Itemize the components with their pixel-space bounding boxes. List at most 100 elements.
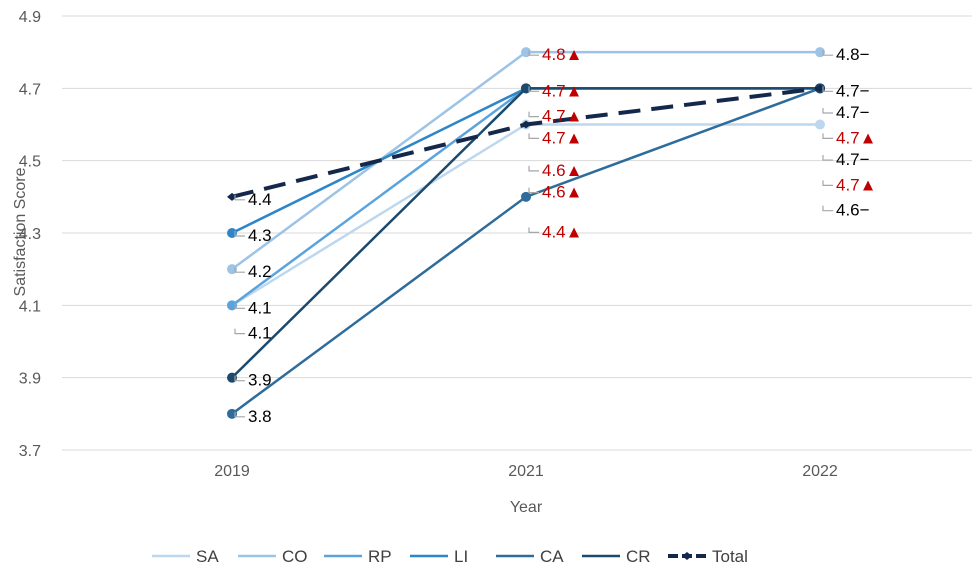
data-label: 4.7▲ bbox=[836, 175, 876, 194]
data-label-value: 4.8 bbox=[542, 45, 566, 64]
data-label: 4.4▲ bbox=[542, 222, 582, 241]
increase-marker: ▲ bbox=[566, 128, 583, 147]
label-leader bbox=[234, 411, 245, 418]
increase-marker: ▲ bbox=[566, 45, 583, 64]
y-tick-label: 4.3 bbox=[19, 226, 41, 243]
label-leader bbox=[234, 328, 245, 335]
y-tick-label: 3.7 bbox=[19, 443, 41, 460]
data-label-value: 4.3 bbox=[248, 226, 272, 245]
label-leader bbox=[234, 194, 245, 201]
x-axis-ticks: 2019 2021 2022 bbox=[214, 463, 838, 480]
data-label: 4.7▲ bbox=[542, 81, 582, 100]
legend-label: Total bbox=[712, 547, 748, 566]
data-label: 4.6− bbox=[836, 201, 870, 220]
label-leader bbox=[822, 50, 833, 56]
series-ca bbox=[227, 83, 825, 419]
data-label-value: 4.7 bbox=[836, 150, 860, 169]
legend-item-rp: RP bbox=[324, 547, 392, 566]
y-axis-title: Satisfaction Score bbox=[12, 167, 29, 296]
label-leader bbox=[528, 165, 539, 172]
series-line bbox=[231, 123, 820, 307]
increase-marker: ▲ bbox=[566, 222, 583, 241]
data-label: 4.7▲ bbox=[836, 128, 876, 147]
increase-marker: ▲ bbox=[566, 81, 583, 100]
y-tick-label: 3.9 bbox=[19, 371, 41, 388]
data-label: 3.8 bbox=[248, 407, 272, 426]
legend-item-total: Total bbox=[668, 547, 748, 566]
data-point bbox=[521, 120, 531, 129]
data-label: 4.8▲ bbox=[542, 45, 582, 64]
label-leader bbox=[234, 375, 245, 382]
label-leader bbox=[528, 187, 539, 194]
data-label: 4.6▲ bbox=[542, 183, 582, 202]
data-label-value: 4.7 bbox=[836, 103, 860, 122]
data-labels: 4.44.34.24.14.13.93.84.8▲4.7▲4.7▲4.7▲4.6… bbox=[234, 45, 876, 426]
no-change-marker: − bbox=[860, 81, 870, 100]
increase-marker: ▲ bbox=[566, 183, 583, 202]
data-label-value: 4.7 bbox=[542, 81, 566, 100]
legend-label: SA bbox=[196, 547, 219, 566]
legend-label: RP bbox=[368, 547, 392, 566]
data-label: 4.6▲ bbox=[542, 161, 582, 180]
data-label-value: 4.7 bbox=[836, 128, 860, 147]
series-line bbox=[231, 86, 821, 199]
data-label: 4.7− bbox=[836, 81, 870, 100]
data-label-value: 4.7 bbox=[542, 128, 566, 147]
legend-item-ca: CA bbox=[496, 547, 564, 566]
data-label: 4.7▲ bbox=[542, 128, 582, 147]
x-tick-label: 2021 bbox=[508, 463, 544, 480]
no-change-marker: − bbox=[860, 103, 870, 122]
series-lines bbox=[227, 47, 825, 419]
y-axis-ticks: 3.7 3.9 4.1 4.3 4.5 4.7 4.9 bbox=[19, 9, 41, 460]
increase-marker: ▲ bbox=[566, 107, 583, 126]
gridlines bbox=[62, 15, 972, 451]
increase-marker: ▲ bbox=[566, 161, 583, 180]
legend-item-li: LI bbox=[410, 547, 468, 566]
label-leader bbox=[528, 227, 539, 233]
increase-marker: ▲ bbox=[860, 128, 877, 147]
data-label: 4.2 bbox=[248, 262, 272, 281]
label-leader bbox=[822, 205, 833, 212]
data-label-value: 4.1 bbox=[248, 298, 272, 317]
data-label: 3.9 bbox=[248, 371, 272, 390]
data-label: 4.7▲ bbox=[542, 107, 582, 126]
data-label: 4.7− bbox=[836, 150, 870, 169]
legend-label: LI bbox=[454, 547, 468, 566]
label-leader bbox=[822, 133, 833, 139]
label-leader bbox=[528, 86, 539, 92]
data-label-value: 3.9 bbox=[248, 371, 272, 390]
label-leader bbox=[234, 267, 245, 273]
no-change-marker: − bbox=[860, 201, 870, 220]
data-label-value: 4.6 bbox=[542, 183, 566, 202]
y-tick-label: 4.1 bbox=[19, 298, 41, 315]
data-label-value: 4.7 bbox=[836, 175, 860, 194]
data-label-value: 4.4 bbox=[542, 222, 566, 241]
x-axis-title: Year bbox=[510, 499, 543, 516]
data-point bbox=[815, 119, 825, 130]
data-label: 4.4 bbox=[248, 190, 272, 209]
data-label-value: 4.7 bbox=[542, 107, 566, 126]
data-label: 4.8− bbox=[836, 45, 870, 64]
no-change-marker: − bbox=[860, 150, 870, 169]
legend-label: CO bbox=[282, 547, 308, 566]
label-leader bbox=[822, 155, 833, 161]
data-label-value: 4.1 bbox=[248, 324, 272, 343]
legend-item-cr: CR bbox=[582, 547, 651, 566]
data-label-value: 4.6 bbox=[836, 201, 860, 220]
legend: SA CO RP LI CA CR Total bbox=[152, 547, 748, 566]
data-point bbox=[521, 191, 531, 202]
y-tick-label: 4.9 bbox=[19, 9, 41, 26]
label-leader bbox=[234, 231, 245, 237]
label-leader bbox=[234, 303, 245, 309]
label-leader bbox=[528, 111, 539, 118]
legend-item-co: CO bbox=[238, 547, 308, 566]
series-total bbox=[227, 84, 825, 201]
label-leader bbox=[822, 180, 833, 186]
data-label: 4.7− bbox=[836, 103, 870, 122]
series-sa bbox=[227, 119, 825, 311]
x-tick-label: 2019 bbox=[214, 463, 250, 480]
no-change-marker: − bbox=[860, 45, 870, 64]
legend-label: CA bbox=[540, 547, 564, 566]
data-label-value: 4.8 bbox=[836, 45, 860, 64]
